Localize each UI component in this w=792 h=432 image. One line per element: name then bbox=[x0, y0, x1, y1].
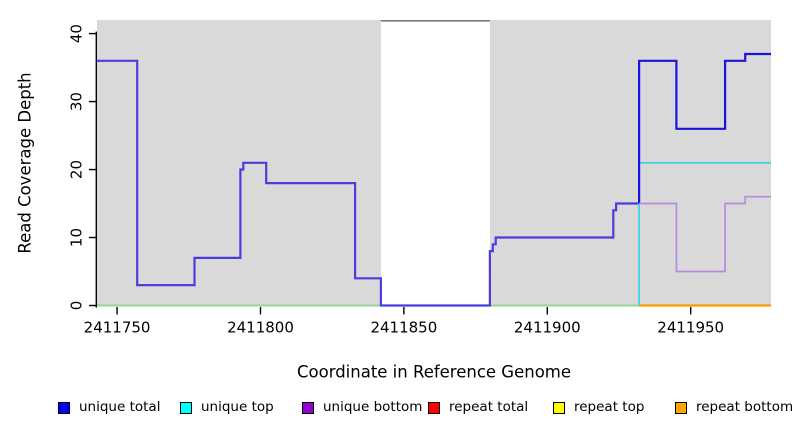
y-axis-title: Read Coverage Depth bbox=[15, 72, 35, 254]
no-data-gap-region bbox=[380, 20, 490, 306]
x-tick-label: 2411950 bbox=[657, 319, 724, 337]
series-line-unique-bottom-purple bbox=[639, 195, 771, 273]
y-tick-label: 20 bbox=[68, 160, 86, 179]
series-line-unique-total-left-overlapped bbox=[97, 59, 640, 307]
x-axis-title: Coordinate in Reference Genome bbox=[296, 362, 572, 382]
y-tick-label: 10 bbox=[68, 228, 86, 247]
series-line-unique-total-right bbox=[638, 52, 771, 204]
y-tick-label: 30 bbox=[68, 92, 86, 111]
x-tick-label: 2411750 bbox=[84, 319, 151, 337]
y-tick-label: 40 bbox=[68, 24, 86, 43]
x-tick-label: 2411850 bbox=[370, 319, 437, 337]
y-tick-label: 0 bbox=[68, 301, 86, 311]
x-tick-label: 2411900 bbox=[514, 319, 581, 337]
x-tick-label: 2411800 bbox=[227, 319, 294, 337]
